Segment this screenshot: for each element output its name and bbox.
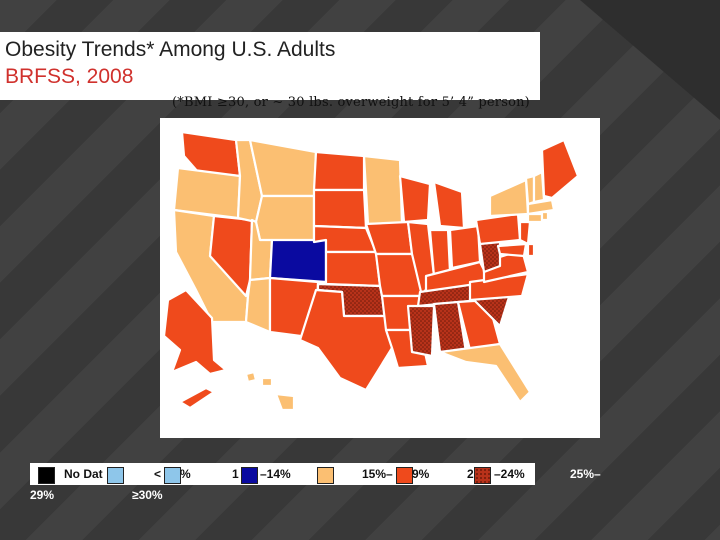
legend-label-25-29: 25%–	[570, 467, 601, 481]
slide-subtitle: BRFSS, 2008	[5, 65, 134, 88]
legend-label-gte30: ≥30%	[132, 488, 163, 502]
legend-label-10-14-tail: –14%	[260, 467, 291, 481]
state-hawaii-1	[244, 370, 258, 384]
state-new-jersey	[518, 220, 532, 246]
state-kansas	[324, 250, 382, 288]
corner-decoration	[580, 0, 720, 120]
slide-title: Obesity Trends* Among U.S. Adults	[5, 38, 336, 61]
state-pennsylvania	[474, 212, 522, 246]
state-wisconsin	[398, 174, 432, 224]
state-maryland	[496, 242, 528, 258]
state-connecticut	[526, 212, 544, 224]
state-rhode-island	[540, 210, 550, 222]
state-ohio	[448, 224, 482, 270]
title-block	[0, 32, 540, 100]
state-hawaii-2	[260, 376, 274, 388]
legend-swatch-25-29	[474, 467, 491, 484]
state-texas	[298, 288, 394, 392]
state-wyoming	[254, 194, 316, 244]
legend-label-lt10: <	[154, 467, 162, 481]
state-indiana	[428, 228, 452, 278]
state-south-dakota	[312, 188, 368, 230]
legend-label-no-data: No Dat	[64, 467, 103, 481]
legend-swatch-lt10-b	[164, 467, 181, 484]
legend-label-lt10-tail: %	[180, 467, 191, 481]
footnote: (*BMI ≥30, or ~ 30 lbs. overweight for 5…	[172, 95, 530, 110]
state-hawaii-3	[274, 392, 296, 412]
state-mississippi	[406, 304, 436, 358]
legend-label-20-24-tail: –24%	[494, 467, 525, 481]
state-alaska	[162, 288, 228, 376]
state-maine	[540, 138, 580, 200]
state-new-hampshire	[532, 170, 546, 204]
state-massachusetts	[526, 198, 556, 216]
state-colorado	[268, 238, 328, 284]
legend-label-25-29-tail: 29%	[30, 488, 55, 502]
legend-label-20-24: 2	[467, 467, 474, 481]
state-arizona	[244, 276, 272, 334]
state-alaska-chain	[178, 386, 216, 410]
state-florida	[438, 342, 532, 404]
legend-label-10-14: 1	[232, 467, 239, 481]
state-vermont	[524, 174, 536, 206]
legend-swatch-lt10	[107, 467, 124, 484]
legend-label-15-19-tail: 9%	[412, 467, 430, 481]
legend-swatch-no-data	[38, 467, 55, 484]
state-north-dakota	[312, 150, 366, 192]
state-minnesota	[362, 154, 404, 226]
legend-swatch-15-19	[317, 467, 334, 484]
legend-swatch-10-14	[241, 467, 258, 484]
state-delaware	[526, 242, 536, 258]
legend-label-15-19: 15%–	[362, 467, 393, 481]
legend-swatch-20-24	[396, 467, 413, 484]
